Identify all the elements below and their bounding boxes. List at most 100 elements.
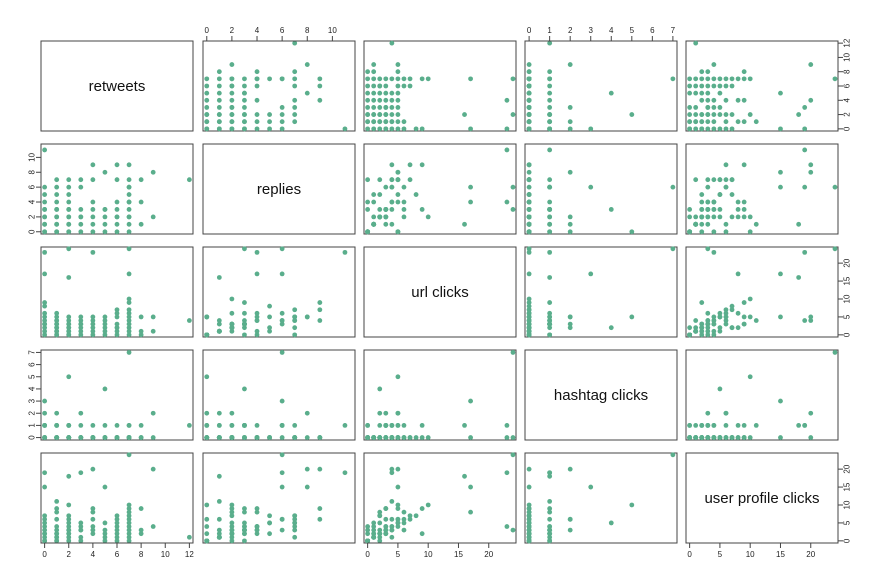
data-point [66, 321, 72, 327]
data-point [808, 410, 814, 416]
data-point [588, 271, 594, 277]
data-point [114, 527, 120, 533]
panel-replies-vs-hashtag-clicks [524, 143, 678, 235]
data-point [699, 192, 705, 197]
tick-label: 6 [28, 362, 37, 367]
data-point [808, 62, 814, 67]
data-point [735, 435, 741, 440]
data-point [42, 538, 48, 544]
data-point [371, 520, 377, 526]
data-point [526, 169, 532, 175]
data-point [383, 214, 389, 220]
data-point [567, 321, 573, 327]
data-point [608, 325, 614, 331]
data-point [204, 516, 210, 522]
tick-label: 15 [843, 482, 852, 491]
data-point [401, 207, 407, 212]
data-point [526, 300, 532, 305]
data-point [735, 423, 741, 428]
data-point [377, 192, 383, 197]
data-point [699, 229, 705, 235]
data-point [204, 90, 210, 96]
data-point [279, 310, 285, 316]
data-point [383, 105, 389, 110]
data-point [802, 318, 808, 323]
data-point [413, 513, 419, 519]
data-point [832, 184, 838, 190]
data-point [389, 90, 395, 96]
data-point [547, 221, 553, 227]
data-point [102, 484, 108, 490]
data-point [78, 229, 84, 235]
data-point [292, 516, 298, 522]
data-point [383, 90, 389, 96]
data-point [526, 221, 532, 227]
data-point [114, 207, 120, 212]
data-point [342, 423, 348, 428]
data-point [567, 516, 573, 522]
data-point [526, 538, 532, 544]
data-point [753, 423, 759, 428]
data-point [242, 506, 247, 511]
data-point [365, 423, 371, 428]
data-point [705, 423, 711, 428]
tick-label: 8 [305, 26, 310, 35]
data-point [42, 314, 48, 320]
data-point [242, 126, 247, 132]
data-point [526, 229, 532, 235]
data-point [377, 90, 383, 96]
data-point [729, 112, 735, 117]
data-point [526, 126, 532, 132]
variable-label: replies [257, 181, 301, 198]
tick-label: 4 [28, 199, 37, 204]
data-point [377, 76, 383, 82]
data-point [729, 214, 735, 220]
data-point [723, 423, 729, 428]
data-point [292, 318, 298, 323]
data-point [78, 221, 84, 227]
data-point [729, 325, 735, 331]
panel-frame [40, 40, 194, 132]
data-point [365, 119, 371, 125]
tick-label: 4 [91, 550, 96, 559]
data-point [229, 502, 235, 508]
data-point [279, 516, 285, 522]
data-point [78, 538, 84, 544]
data-point [705, 83, 711, 89]
data-point [741, 76, 747, 82]
tick-label: 5 [843, 520, 852, 525]
data-point [242, 112, 247, 117]
data-point [254, 435, 260, 440]
data-point [723, 221, 729, 227]
data-point [687, 423, 693, 428]
panel-retweets-vs-retweets: retweets [40, 40, 194, 132]
data-point [54, 531, 60, 537]
data-point [126, 452, 132, 458]
data-point [138, 314, 144, 320]
data-point [304, 466, 310, 472]
data-point [138, 332, 144, 338]
data-point [66, 332, 72, 338]
data-point [395, 97, 401, 103]
data-point [204, 423, 210, 428]
data-point [102, 314, 108, 320]
data-point [526, 509, 532, 515]
data-point [114, 177, 120, 183]
data-point [699, 83, 705, 89]
data-point [629, 229, 635, 235]
data-point [711, 112, 717, 117]
data-point [629, 112, 635, 117]
data-point [729, 177, 735, 183]
data-point [705, 207, 711, 212]
panel-user-profile-clicks-vs-retweets [40, 452, 194, 544]
data-point [78, 470, 84, 476]
data-point [54, 207, 60, 212]
data-point [407, 76, 413, 82]
data-point [526, 105, 532, 110]
data-point [242, 318, 247, 323]
data-point [383, 112, 389, 117]
data-point [547, 325, 553, 331]
data-point [723, 83, 729, 89]
data-point [66, 221, 72, 227]
data-point [705, 221, 711, 227]
